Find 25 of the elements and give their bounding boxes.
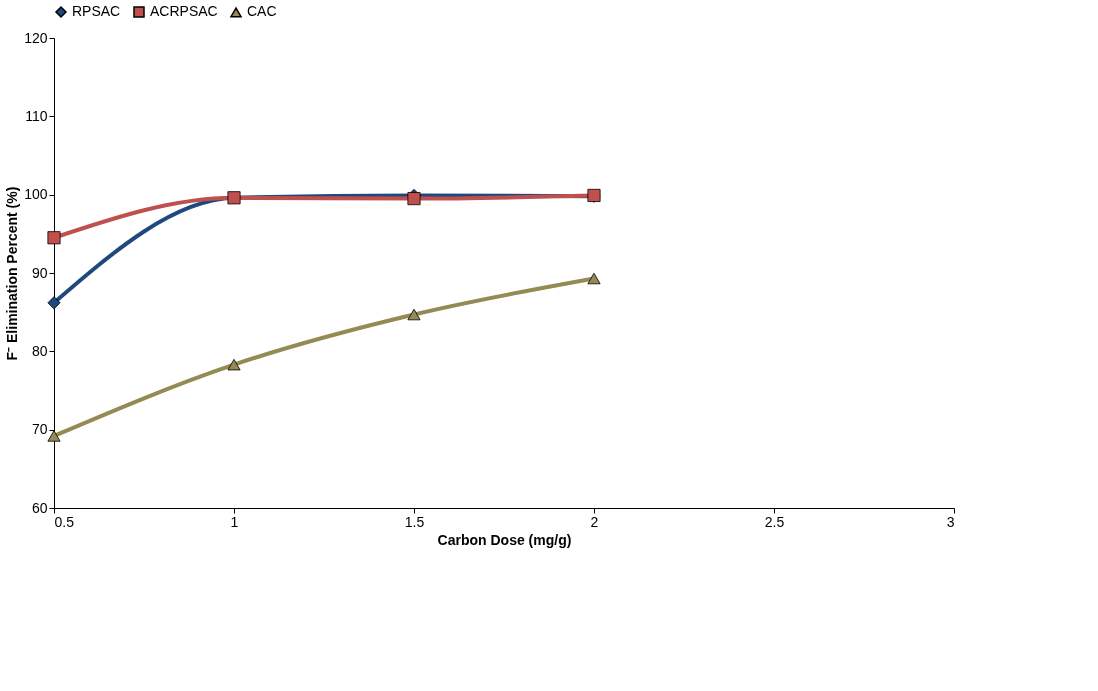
point bbox=[47, 430, 61, 442]
x-axis-title: Carbon Dose (mg/g) bbox=[437, 531, 572, 548]
x-tick-label: 1 bbox=[230, 513, 239, 530]
x-tick-label: 2 bbox=[590, 513, 599, 530]
legend-label: CAC bbox=[247, 3, 277, 20]
x-tick-label: 1.5 bbox=[404, 513, 425, 530]
y-tick-label: 90 bbox=[31, 264, 48, 281]
legend-label: RPSAC bbox=[72, 3, 121, 19]
point bbox=[587, 272, 601, 285]
y-axis-title: F⁻ Elimination Percent (%) bbox=[4, 186, 21, 361]
point bbox=[407, 308, 421, 321]
point bbox=[47, 296, 61, 310]
y-tick-label: 80 bbox=[31, 342, 48, 359]
x-tick-label: 0.5 bbox=[54, 513, 75, 530]
y-tick-label: 60 bbox=[31, 499, 48, 516]
point bbox=[47, 231, 61, 245]
legend-label: ACRPSAC bbox=[150, 3, 218, 19]
point bbox=[227, 358, 241, 371]
y-tick-label: 70 bbox=[31, 421, 48, 438]
y-tick-label: 110 bbox=[25, 107, 48, 124]
x-tick-label: 2.5 bbox=[764, 513, 785, 530]
y-tick-label: 100 bbox=[24, 186, 48, 203]
y-tick-label: 120 bbox=[24, 29, 48, 46]
x-tick-label: 3 bbox=[946, 513, 955, 530]
point bbox=[407, 192, 421, 206]
